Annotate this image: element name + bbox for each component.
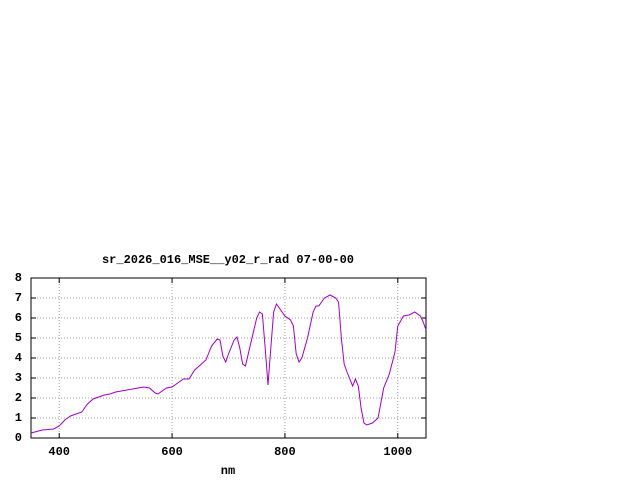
y-tick-label: 7: [15, 291, 22, 305]
x-tick-label: 1000: [383, 445, 412, 459]
chart-title: sr_2026_016_MSE__y02_r_rad 07-00-00: [102, 253, 354, 267]
y-tick-label: 6: [15, 311, 22, 325]
y-tick-label: 4: [15, 351, 22, 365]
x-tick-label: 800: [274, 445, 296, 459]
y-tick-label: 0: [15, 431, 22, 445]
y-tick-label: 5: [15, 331, 22, 345]
y-tick-label: 8: [15, 271, 22, 285]
y-tick-label: 2: [15, 391, 22, 405]
y-tick-label: 1: [15, 411, 22, 425]
y-tick-label: 3: [15, 371, 22, 385]
x-axis-label: nm: [221, 464, 235, 478]
plot-border: [30, 277, 427, 439]
x-tick-label: 400: [48, 445, 70, 459]
x-tick-label: 600: [161, 445, 183, 459]
data-line: [30, 294, 427, 434]
